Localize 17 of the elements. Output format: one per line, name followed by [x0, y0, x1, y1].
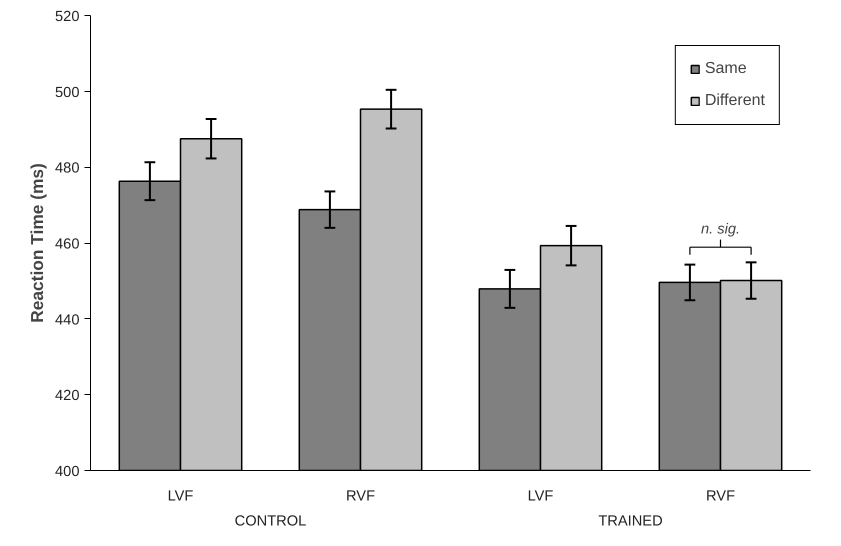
legend-label: Different	[704, 92, 765, 110]
y-tick-label: 420	[55, 388, 80, 404]
y-tick-label: 500	[55, 84, 80, 101]
x-tick-label: LVF	[528, 488, 554, 504]
legend-label: Same	[704, 60, 747, 78]
x-tick-label: LVF	[168, 488, 194, 504]
annotation: n. sig.	[700, 222, 740, 238]
y-axis-title: Reaction Time (ms)	[27, 163, 48, 323]
y-tick-label: 520	[55, 9, 80, 25]
y-tick-label: 480	[55, 160, 80, 177]
y-tick-label: 460	[55, 236, 80, 252]
y-tick-label: 440	[55, 312, 80, 328]
x-tick-label: RVF	[706, 488, 736, 504]
y-tick-label: 400	[55, 464, 80, 480]
x-tick-label: RVF	[346, 488, 376, 504]
text: TRAINED	[598, 514, 663, 530]
text: CONTROL	[234, 514, 306, 530]
